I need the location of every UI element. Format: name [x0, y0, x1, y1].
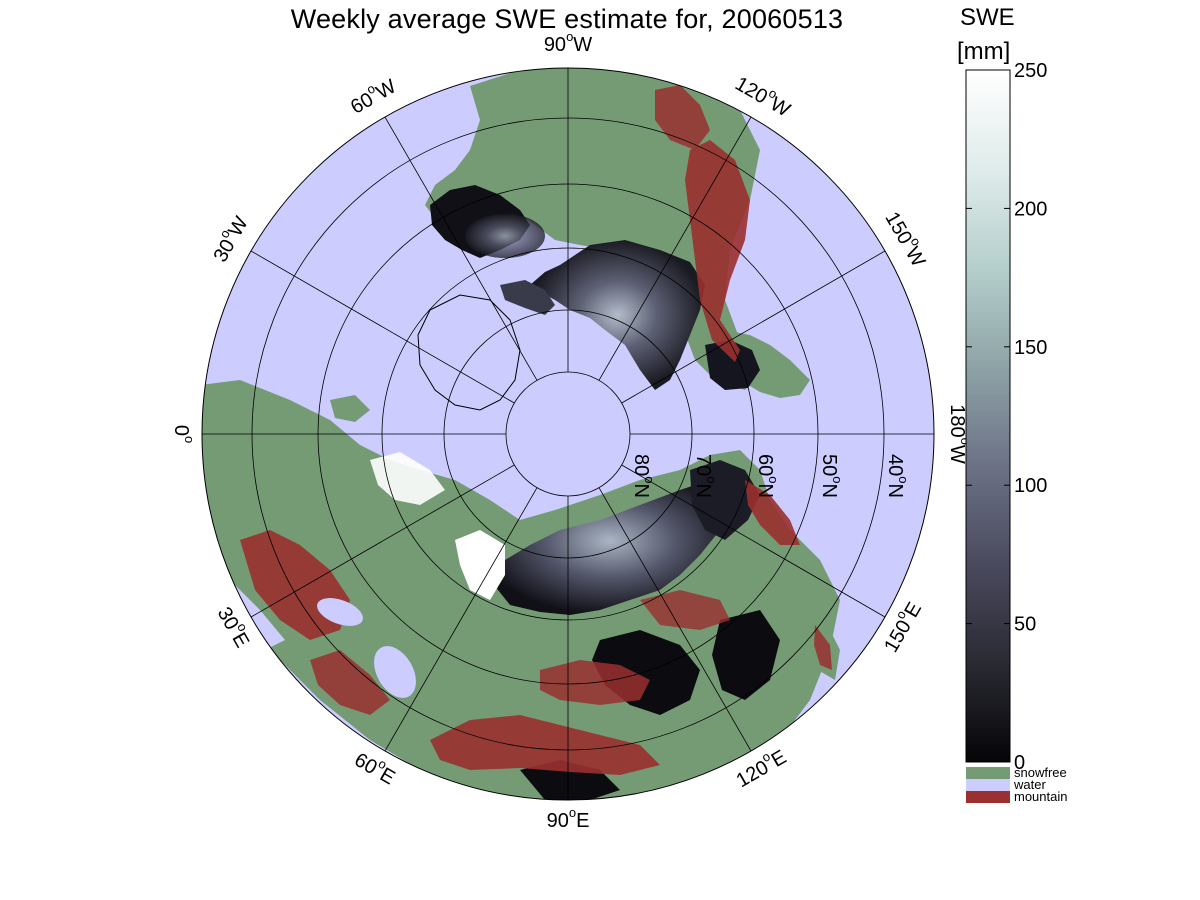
- map-land-layer: [202, 68, 840, 800]
- europe-mountain-2: [310, 650, 390, 715]
- colorbar-tick-label: 0: [1014, 752, 1025, 774]
- latitude-label: 40oN: [884, 454, 911, 498]
- legend-label: water: [1013, 777, 1046, 792]
- longitude-label: 60oW: [345, 72, 400, 119]
- meridian-line: [621, 464, 886, 618]
- latitude-label: 50oN: [818, 454, 845, 498]
- map-title: Weekly average SWE estimate for, 2006051…: [290, 4, 844, 34]
- legend-swatch: [966, 767, 1010, 779]
- himalaya-mountain: [430, 715, 660, 775]
- caspian-water: [374, 646, 416, 698]
- latitude-label: 80oN: [630, 454, 657, 498]
- colorbar-tick-label: 100: [1014, 475, 1047, 497]
- iceland-land: [330, 395, 370, 422]
- cascades-mountain: [655, 85, 710, 150]
- east-asia-mountain: [640, 590, 730, 630]
- colorbar-ticks: 0 50 100 150 200 250: [966, 60, 1047, 774]
- longitude-label: 30oW: [206, 211, 253, 266]
- east-siberia-snow: [690, 460, 760, 540]
- map-rim: [201, 67, 935, 801]
- latitude-label: 70oN: [692, 454, 719, 498]
- colorbar-title-line1: SWE: [960, 4, 1015, 31]
- meridian-line: [384, 116, 538, 381]
- meridian-line: [598, 116, 752, 381]
- colorbar-tick-label: 150: [1014, 337, 1047, 359]
- colorbar: 0 50 100 150 200 250: [965, 60, 1047, 774]
- legend-swatch: [966, 779, 1010, 791]
- siberia-snow: [490, 480, 730, 615]
- scandinavia-snow-white: [370, 452, 445, 505]
- rockies-mountain: [685, 140, 750, 362]
- latitude-label: 60oN: [754, 454, 781, 498]
- canada-snow-glow: [465, 214, 545, 258]
- latitude-labels: 80oN 70oN 60oN 50oN 40oN: [630, 454, 911, 498]
- meridian-line: [598, 487, 752, 752]
- longitude-label: 90oE: [547, 805, 590, 832]
- baffin-snow: [500, 280, 555, 315]
- alaska-snow: [705, 340, 760, 390]
- kamchatka-mountain: [745, 480, 800, 545]
- meridian-line: [384, 487, 538, 752]
- uk-land: [220, 460, 252, 505]
- colorbar-tick-label: 50: [1014, 614, 1036, 636]
- legend-label: snowfree: [1014, 765, 1067, 780]
- white-ice-patch: [455, 530, 505, 600]
- graticule: [202, 68, 934, 800]
- longitude-label: 180oW: [946, 404, 973, 464]
- colorbar-title-line2: [mm]: [957, 38, 1011, 65]
- asia-snow-patches-2: [712, 610, 780, 700]
- longitude-label: 0o: [170, 425, 197, 443]
- meridian-line: [250, 464, 515, 618]
- colorbar-tick-label: 200: [1014, 198, 1047, 220]
- longitude-label: 90oW: [544, 29, 592, 56]
- meridian-line: [250, 250, 515, 404]
- colorbar-tick-label: 250: [1014, 60, 1047, 82]
- black-sea-water: [317, 598, 363, 626]
- colorbar-gradient: [965, 69, 1011, 763]
- japan-mountain: [814, 625, 832, 670]
- legend-label: mountain: [1014, 789, 1067, 804]
- greenland-outline: [417, 294, 521, 411]
- meridian-line: [621, 250, 886, 404]
- legend-swatch: [966, 791, 1010, 803]
